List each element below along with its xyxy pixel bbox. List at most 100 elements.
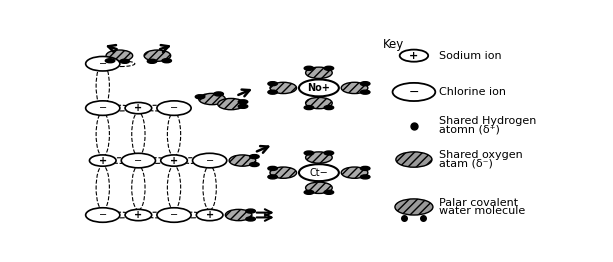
Circle shape bbox=[304, 151, 314, 155]
Ellipse shape bbox=[132, 112, 145, 156]
Ellipse shape bbox=[142, 105, 170, 111]
Circle shape bbox=[299, 164, 339, 181]
Circle shape bbox=[226, 209, 252, 221]
Ellipse shape bbox=[142, 212, 170, 218]
Circle shape bbox=[270, 167, 297, 178]
Circle shape bbox=[396, 152, 432, 167]
Circle shape bbox=[238, 104, 248, 108]
Circle shape bbox=[324, 190, 333, 194]
Circle shape bbox=[157, 208, 191, 222]
Circle shape bbox=[360, 175, 370, 179]
Circle shape bbox=[306, 67, 332, 78]
Text: +: + bbox=[134, 210, 142, 220]
Text: Key: Key bbox=[383, 38, 405, 51]
Text: water molecule: water molecule bbox=[439, 206, 525, 216]
Circle shape bbox=[192, 153, 227, 168]
Circle shape bbox=[268, 82, 278, 86]
Ellipse shape bbox=[106, 105, 135, 111]
Text: −: − bbox=[170, 210, 178, 220]
Circle shape bbox=[147, 59, 157, 63]
Circle shape bbox=[268, 166, 278, 171]
Circle shape bbox=[249, 162, 259, 167]
Circle shape bbox=[270, 82, 297, 94]
Circle shape bbox=[246, 209, 256, 213]
Text: −: − bbox=[205, 156, 214, 166]
Circle shape bbox=[299, 79, 339, 96]
Circle shape bbox=[86, 208, 120, 222]
Circle shape bbox=[268, 175, 278, 179]
Circle shape bbox=[144, 50, 170, 61]
Circle shape bbox=[125, 209, 151, 221]
Text: Shared oxygen: Shared oxygen bbox=[439, 150, 522, 160]
Circle shape bbox=[341, 167, 368, 178]
Circle shape bbox=[395, 199, 433, 215]
Text: +: + bbox=[409, 51, 419, 61]
Circle shape bbox=[199, 93, 226, 105]
Ellipse shape bbox=[96, 112, 109, 156]
Circle shape bbox=[121, 153, 156, 168]
Circle shape bbox=[400, 50, 428, 62]
Text: +: + bbox=[99, 156, 107, 166]
Circle shape bbox=[360, 90, 370, 94]
Circle shape bbox=[268, 90, 278, 94]
Circle shape bbox=[306, 97, 332, 109]
Circle shape bbox=[125, 102, 151, 114]
Circle shape bbox=[162, 59, 172, 63]
Circle shape bbox=[306, 182, 332, 193]
Circle shape bbox=[89, 155, 116, 166]
Circle shape bbox=[324, 106, 333, 110]
Text: Shared Hydrogen: Shared Hydrogen bbox=[439, 116, 536, 126]
Circle shape bbox=[304, 190, 314, 194]
Text: Sodium ion: Sodium ion bbox=[439, 51, 501, 61]
Circle shape bbox=[246, 217, 256, 221]
Circle shape bbox=[360, 166, 370, 171]
Circle shape bbox=[249, 155, 259, 159]
Ellipse shape bbox=[106, 61, 135, 67]
Ellipse shape bbox=[106, 212, 135, 218]
Circle shape bbox=[341, 82, 368, 94]
Text: −: − bbox=[99, 59, 107, 69]
Ellipse shape bbox=[167, 166, 181, 210]
Text: −: − bbox=[99, 103, 107, 113]
Text: +: + bbox=[170, 156, 178, 166]
Circle shape bbox=[157, 101, 191, 115]
Ellipse shape bbox=[178, 158, 206, 163]
Ellipse shape bbox=[203, 166, 216, 210]
Circle shape bbox=[214, 92, 223, 96]
Circle shape bbox=[304, 66, 314, 70]
Text: No+: No+ bbox=[308, 83, 330, 93]
Circle shape bbox=[392, 83, 435, 101]
Text: atomn (δ⁺): atomn (δ⁺) bbox=[439, 124, 500, 134]
Text: +: + bbox=[134, 103, 142, 113]
Ellipse shape bbox=[142, 158, 170, 163]
Circle shape bbox=[306, 152, 332, 163]
Text: −: − bbox=[170, 103, 178, 113]
Text: Ct−: Ct− bbox=[310, 168, 329, 178]
Circle shape bbox=[106, 50, 132, 61]
Circle shape bbox=[324, 151, 333, 155]
Ellipse shape bbox=[96, 64, 109, 108]
Ellipse shape bbox=[132, 166, 145, 210]
Circle shape bbox=[229, 155, 256, 166]
Circle shape bbox=[304, 106, 314, 110]
Text: −: − bbox=[409, 85, 419, 99]
Circle shape bbox=[360, 82, 370, 86]
Ellipse shape bbox=[96, 166, 109, 210]
Circle shape bbox=[161, 155, 188, 166]
Ellipse shape bbox=[106, 158, 135, 163]
Ellipse shape bbox=[167, 112, 181, 156]
Text: −: − bbox=[99, 210, 107, 220]
Text: atam (δ⁻): atam (δ⁻) bbox=[439, 158, 492, 168]
Ellipse shape bbox=[178, 212, 206, 218]
Text: −: − bbox=[134, 156, 142, 166]
Text: Palar covalent: Palar covalent bbox=[439, 198, 518, 208]
Circle shape bbox=[196, 209, 223, 221]
Circle shape bbox=[218, 99, 245, 110]
Circle shape bbox=[120, 59, 129, 63]
Circle shape bbox=[196, 95, 205, 99]
Text: +: + bbox=[205, 210, 214, 220]
Circle shape bbox=[86, 56, 120, 71]
Circle shape bbox=[238, 100, 248, 104]
Circle shape bbox=[86, 101, 120, 115]
Circle shape bbox=[324, 66, 333, 70]
